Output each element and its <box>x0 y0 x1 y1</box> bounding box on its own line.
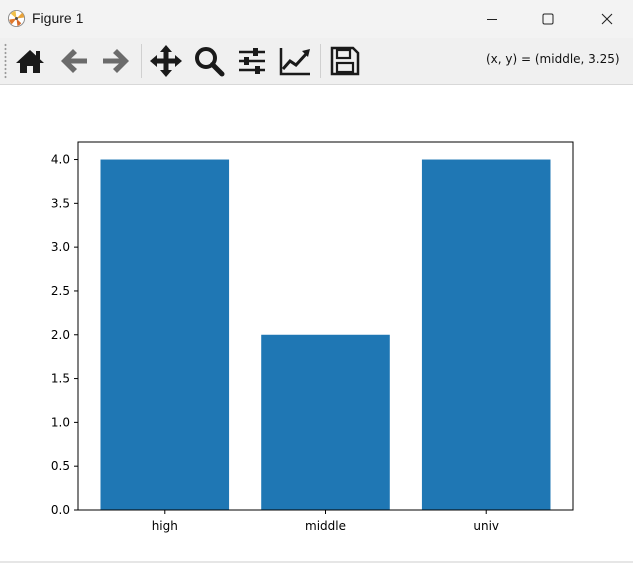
toolbar-separator <box>320 44 321 78</box>
back-button[interactable] <box>55 42 93 80</box>
cursor-coordinates: (x, y) = (middle, 3.25) <box>486 52 620 66</box>
minimize-button[interactable] <box>469 0 515 38</box>
y-tick-label: 3.5 <box>51 196 70 210</box>
subplots-button[interactable] <box>233 42 271 80</box>
minimize-icon <box>487 19 497 20</box>
close-button[interactable] <box>584 0 630 38</box>
close-icon <box>601 13 613 25</box>
home-button[interactable] <box>11 42 49 80</box>
window-title: Figure 1 <box>32 10 84 26</box>
magnifier-icon <box>195 47 225 77</box>
title-bar: Figure 1 <box>0 0 633 38</box>
axes-frame <box>77 141 574 511</box>
save-button[interactable] <box>326 42 364 80</box>
y-tick-label: 2.0 <box>51 328 70 342</box>
toolbar-separator <box>141 44 142 78</box>
home-icon <box>16 50 44 73</box>
x-tick-label: high <box>152 519 178 533</box>
zoom-button[interactable] <box>190 42 228 80</box>
window-bottom-border <box>0 561 633 563</box>
toolbar-grip[interactable] <box>4 43 7 79</box>
y-tick-label: 2.5 <box>51 284 70 298</box>
bar-middle[interactable] <box>261 334 390 510</box>
arrow-right-icon <box>103 49 129 73</box>
chart-area[interactable]: high middle univ 0.0 0.5 1.0 1.5 2.0 2.5 3.0 3.5 4.… <box>0 85 633 563</box>
y-tick-label: 4.0 <box>51 153 70 167</box>
edit-axes-button[interactable] <box>276 42 314 80</box>
matplotlib-logo-icon <box>7 9 26 28</box>
y-tick-label: 3.0 <box>51 240 70 254</box>
floppy-disk-icon <box>330 46 360 76</box>
x-tick-label: univ <box>473 519 499 533</box>
maximize-icon <box>542 13 554 25</box>
y-tick-label: 0.0 <box>51 503 70 517</box>
y-tick-label: 1.5 <box>51 372 70 386</box>
pan-button[interactable] <box>147 42 185 80</box>
move-icon <box>150 45 182 77</box>
maximize-button[interactable] <box>525 0 571 38</box>
forward-button[interactable] <box>97 42 135 80</box>
y-tick-label: 0.5 <box>51 459 70 473</box>
y-tick-label: 1.0 <box>51 415 70 429</box>
arrow-left-icon <box>61 49 87 73</box>
bar-high[interactable] <box>100 159 230 510</box>
bar-univ[interactable] <box>421 159 551 510</box>
sliders-icon <box>239 48 265 74</box>
bar-chart[interactable]: high middle univ 0.0 0.5 1.0 1.5 2.0 2.5 3.0 3.5 4.… <box>0 85 633 563</box>
line-chart-icon <box>279 48 310 76</box>
navigation-toolbar <box>0 38 633 85</box>
x-tick-label: middle <box>305 519 346 533</box>
